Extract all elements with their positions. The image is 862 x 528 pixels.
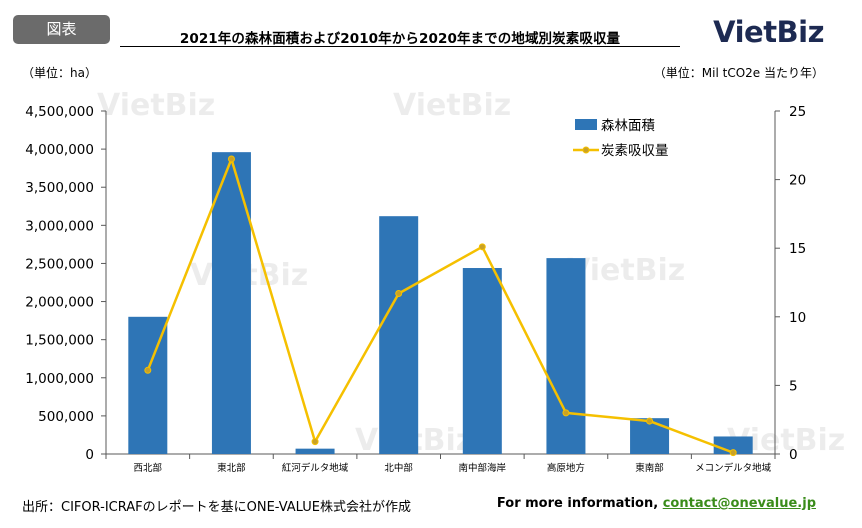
contact-email-link[interactable]: contact@onevalue.jp [662, 496, 816, 511]
y-right-tick-label: 25 [789, 104, 806, 120]
x-tick-label: 高原地方 [547, 462, 585, 474]
y-left-tick-label: 4,000,000 [25, 142, 94, 158]
line-point-carbon-absorption [227, 155, 235, 163]
legend-swatch-bar [575, 119, 597, 130]
x-tick-label: 南中部海岸 [459, 462, 507, 474]
y-left-tick-label: 0 [85, 447, 94, 463]
more-info-text: For more information, [496, 496, 663, 511]
y-left-tick-label: 3,500,000 [25, 180, 94, 196]
line-point-carbon-absorption [311, 438, 319, 446]
left-axis-unit: （単位：ha） [22, 66, 97, 80]
figure-badge: 図表 [13, 15, 110, 44]
y-left-tick-label: 2,000,000 [25, 295, 94, 311]
y-left-tick-label: 3,000,000 [25, 218, 94, 234]
y-left-tick-label: 2,500,000 [25, 256, 94, 272]
legend-label-carbon-absorption: 炭素吸収量 [601, 143, 669, 159]
line-point-carbon-absorption [478, 243, 486, 251]
vietbiz-logo: VietBiz [713, 15, 824, 49]
x-tick-label: 紅河デルタ地域 [282, 462, 349, 474]
bar-forest-area [462, 268, 502, 454]
y-left-tick-label: 500,000 [38, 409, 94, 425]
legend-swatch-marker [582, 146, 590, 154]
y-right-tick-label: 0 [789, 447, 798, 463]
x-tick-label: 西北部 [134, 462, 163, 474]
chart-title: 2021年の森林面積および2010年から2020年までの地域別炭素吸収量 [179, 31, 621, 47]
legend-label-forest-area: 森林面積 [601, 118, 655, 134]
x-tick-label: 北中部 [384, 462, 413, 474]
bar-forest-area [546, 258, 586, 454]
y-right-tick-label: 10 [789, 310, 806, 326]
contact-info: For more information, contact@onevalue.j… [497, 496, 816, 511]
line-point-carbon-absorption [646, 417, 654, 425]
right-axis-unit: （単位：Mil tCO2e 当たり年） [653, 66, 824, 80]
x-tick-label: 東南部 [635, 462, 664, 474]
line-point-carbon-absorption [729, 449, 737, 457]
bar-forest-area [379, 216, 419, 454]
bar-forest-area [295, 448, 335, 454]
y-left-tick-label: 1,500,000 [25, 333, 94, 349]
line-point-carbon-absorption [395, 289, 403, 297]
title-underline [120, 46, 680, 47]
y-right-tick-label: 20 [789, 173, 806, 189]
y-right-tick-label: 15 [789, 241, 806, 257]
line-point-carbon-absorption [144, 366, 152, 374]
source-note: 出所：CIFOR-ICRAFのレポートを基にONE-VALUE株式会社が作成 [22, 500, 411, 515]
x-tick-label: メコンデルタ地域 [695, 462, 772, 474]
y-left-tick-label: 4,500,000 [25, 104, 94, 120]
y-left-tick-label: 1,000,000 [25, 371, 94, 387]
bar-forest-area [211, 152, 251, 454]
y-right-tick-label: 5 [789, 378, 798, 394]
x-tick-label: 東北部 [217, 462, 246, 474]
line-point-carbon-absorption [562, 409, 570, 417]
line-carbon-absorption [146, 157, 734, 454]
